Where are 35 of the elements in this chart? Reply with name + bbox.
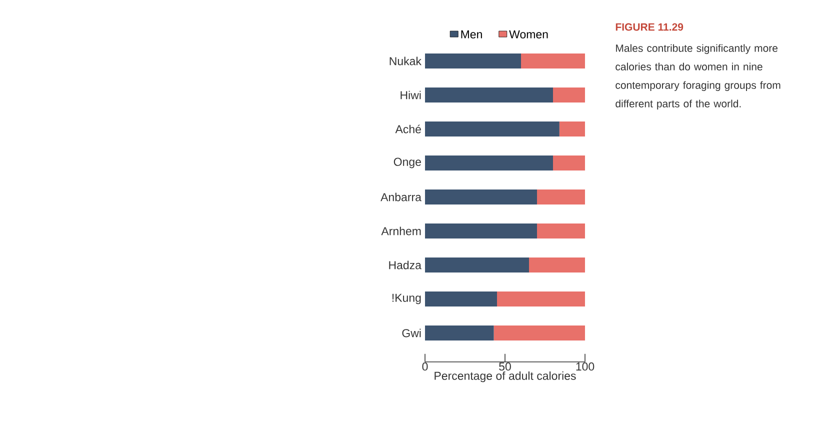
y-tick-label: Gwi [402,328,421,338]
bar [559,121,586,136]
bar [494,325,586,340]
bar [425,291,498,306]
y-tick-label: Anbarra [380,192,422,202]
bar [425,325,494,340]
y-tick-label: Hadza [389,260,422,270]
y-tick-label: !Kung [392,294,421,304]
bar [529,257,586,272]
bar [425,87,554,102]
text: Males contribute significantly more calories than do women in nine contemporary foraging groups from different parts of the world. [616,44,780,110]
y-tick-label: Aché [395,124,421,134]
bar [553,155,586,170]
y-tick-label: Arnhem [381,226,421,236]
bar [425,155,554,170]
bar [425,257,529,272]
legend-label: Men [461,30,482,38]
y-tick-label: Hiwi [400,90,421,100]
x-tick-label: 50 [499,362,511,371]
bar [425,189,538,204]
bar [425,223,538,238]
x-tick-label: 100 [576,362,594,371]
legend-label: Women [509,30,548,38]
bar [553,87,586,102]
bar [425,121,560,136]
x-tick-label: 0 [422,362,428,371]
bar [497,291,586,306]
bar [537,189,586,204]
x-axis-title: Percentage of adult calories [434,371,576,382]
text: FIGURE 11.29 [616,23,684,31]
bar [537,223,586,238]
y-tick-label: Nukak [390,56,422,66]
bar [425,53,522,68]
bar [521,53,586,68]
y-tick-label: Onge [394,158,421,168]
